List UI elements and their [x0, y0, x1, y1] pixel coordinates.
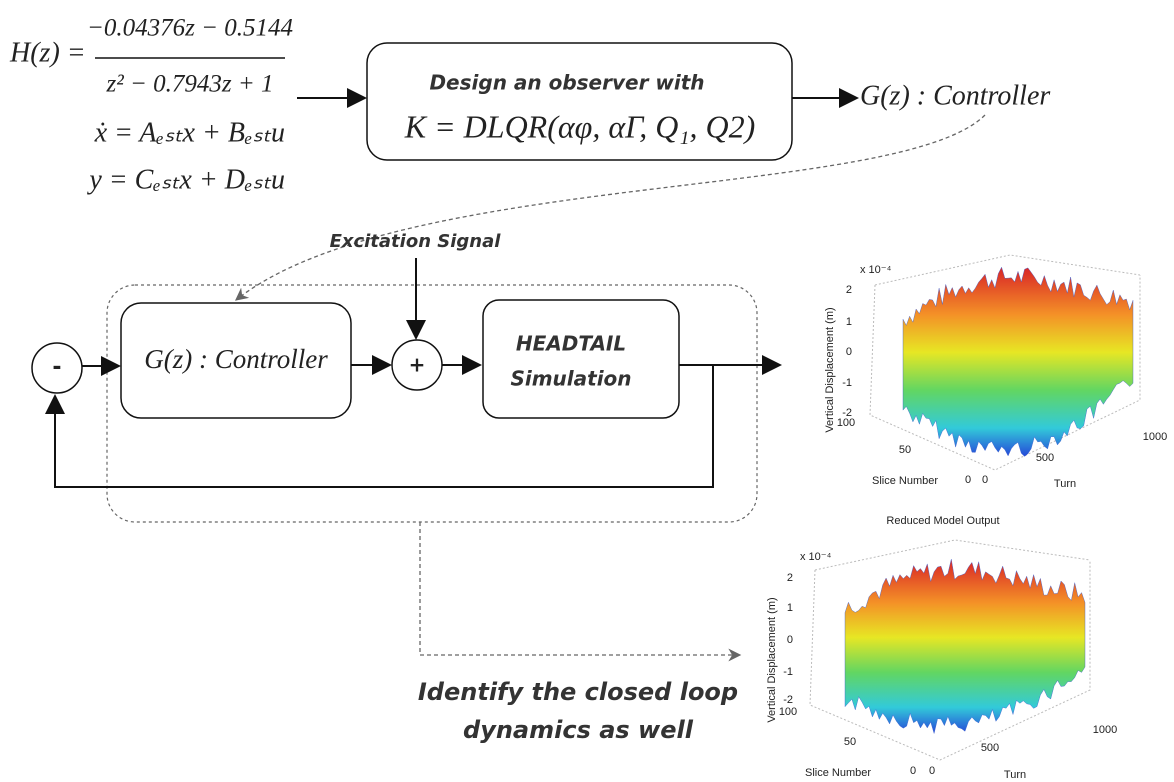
plot-box	[809, 539, 1091, 761]
slice-tick-label: 100	[837, 417, 855, 429]
y-tick-label: 0	[787, 634, 793, 646]
surface-plot: Reduced Model Output x 10⁻⁴ Vertical Displ…	[766, 515, 1117, 781]
y-tick-label: -2	[783, 694, 793, 706]
h-lhs: H(z) =	[9, 37, 86, 68]
turn-tick-label: 500	[1036, 452, 1054, 464]
slice-tick-label: 0	[910, 765, 916, 777]
observer-box	[366, 42, 793, 161]
y-tick-label: -1	[783, 666, 793, 678]
feedback-arrow	[45, 365, 714, 488]
excitation-label: Excitation Signal	[330, 231, 502, 252]
slice-axis-label: Slice Number	[805, 767, 871, 779]
turn-tick-label: 1000	[1093, 724, 1117, 736]
h-denominator: z² − 0.7943z + 1	[106, 71, 274, 98]
observer-formula: K = DLQR(αφ, αΓ, Q₁, Q2)	[404, 108, 756, 144]
y-axis-label: Vertical Displacement (m)	[766, 597, 778, 722]
turn-axis-label: Turn	[1004, 769, 1026, 781]
y-tick-label: 1	[787, 602, 793, 614]
slice-tick-label: 50	[844, 736, 856, 748]
state-equation: ẋ = Aₑₛₜx + Bₑₛₜu	[94, 117, 285, 148]
y-tick-label: 1	[846, 316, 852, 328]
surface	[844, 559, 1086, 735]
surface	[902, 266, 1134, 457]
observer-title: Design an observer with	[429, 71, 704, 95]
turn-axis-label: Turn	[1054, 478, 1076, 490]
slice-tick-label: 0	[965, 474, 971, 486]
turn-tick-label: 1000	[1143, 431, 1167, 443]
slice-tick-label: 50	[899, 444, 911, 456]
plot-title: Reduced Model Output	[886, 515, 999, 527]
exponent: x 10⁻⁴	[800, 551, 832, 563]
plot-box	[869, 254, 1141, 471]
plus-sign: +	[409, 353, 426, 377]
y-axis-label: Vertical Displacement (m)	[824, 307, 836, 432]
sum-minus	[31, 342, 83, 394]
controller-box	[120, 302, 352, 419]
plant-line1: HEADTAIL	[516, 332, 626, 356]
minus-sign: -	[52, 355, 61, 380]
turn-tick-label: 500	[981, 742, 999, 754]
output-equation: y = Cₑₛₜx + Dₑₛₜu	[86, 164, 285, 195]
turn-tick-label: 0	[982, 474, 988, 486]
exponent: x 10⁻⁴	[860, 264, 892, 276]
dashed-arrow	[419, 522, 742, 662]
h-numerator: −0.04376z − 0.5144	[87, 15, 293, 42]
slice-tick-label: 100	[779, 706, 797, 718]
note-line1: Identify the closed loop	[418, 678, 738, 706]
slice-axis-label: Slice Number	[872, 475, 938, 487]
y-tick-label: -2	[842, 407, 852, 419]
dashed-region	[106, 284, 758, 523]
y-tick-label: -1	[842, 377, 852, 389]
y-tick-label: 0	[846, 346, 852, 358]
note-line2: dynamics as well	[463, 716, 694, 744]
controller-output: G(z) : Controller	[860, 80, 1050, 111]
turn-tick-label: 0	[929, 765, 935, 777]
plant-line2: Simulation	[510, 367, 631, 391]
y-tick-label: 2	[787, 572, 793, 584]
plant-box	[482, 299, 680, 419]
y-tick-label: 2	[846, 284, 852, 296]
controller-label: G(z) : Controller	[144, 344, 328, 374]
